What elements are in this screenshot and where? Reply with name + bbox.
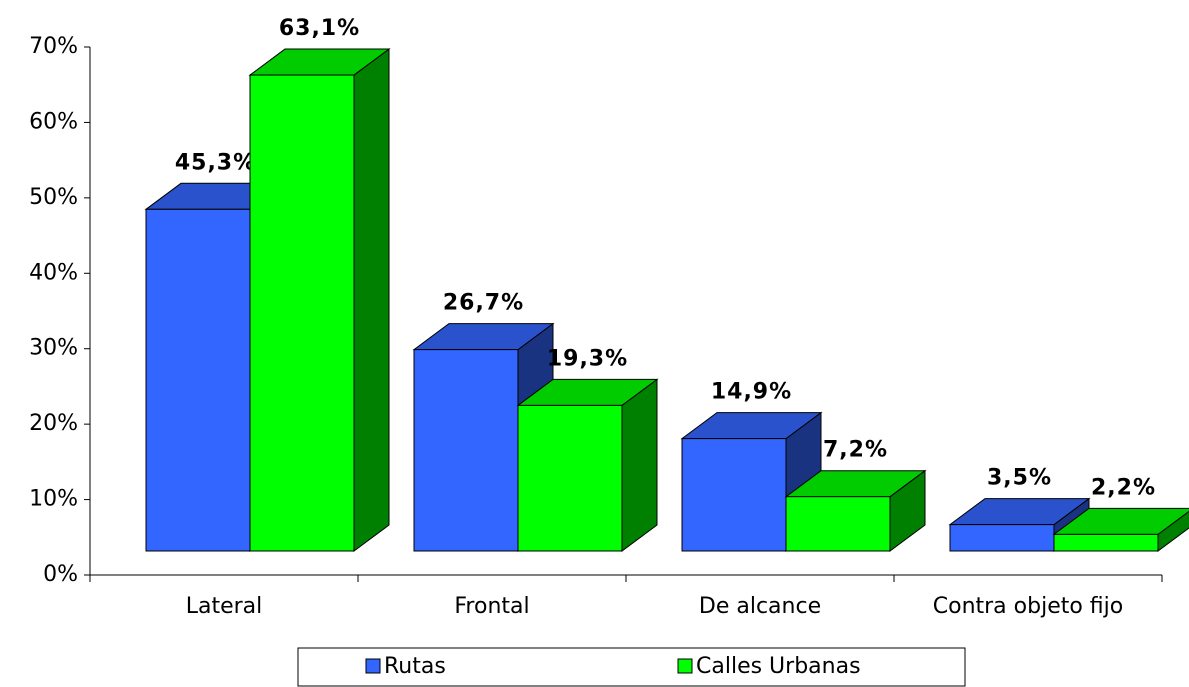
x-tick-label: Frontal [454, 594, 529, 619]
legend-label: Rutas [384, 654, 446, 679]
legend-label: Calles Urbanas [696, 654, 861, 679]
value-label: 2,2% [1091, 475, 1156, 500]
legend-swatch [365, 658, 381, 674]
bar [517, 404, 623, 552]
value-label: 19,3% [547, 346, 628, 371]
value-label: 63,1% [279, 16, 360, 41]
bar [785, 496, 891, 552]
value-label: 14,9% [711, 380, 792, 405]
x-tick-label: Contra objeto fijo [933, 594, 1124, 619]
y-tick-label: 0% [43, 562, 78, 587]
x-tick-label: Lateral [186, 594, 263, 619]
y-tick-label: 10% [29, 487, 78, 512]
y-tick-label: 30% [29, 336, 78, 361]
y-tick-label: 70% [29, 34, 78, 59]
legend-box [297, 647, 966, 687]
x-tick-label: De alcance [699, 594, 821, 619]
value-label: 45,3% [175, 150, 256, 175]
legend-swatch [677, 658, 693, 674]
bar [949, 524, 1055, 552]
bar [145, 208, 251, 552]
y-tick-label: 50% [29, 185, 78, 210]
y-tick-label: 20% [29, 411, 78, 436]
bar [1053, 533, 1159, 552]
value-label: 3,5% [987, 466, 1052, 491]
bar-side [621, 378, 658, 552]
y-tick-label: 60% [29, 109, 78, 134]
value-label: 26,7% [443, 291, 524, 316]
bar-side [353, 48, 390, 552]
bar [249, 74, 355, 552]
value-label: 7,2% [823, 438, 888, 463]
bar [413, 349, 519, 552]
bar [681, 438, 787, 552]
y-tick-label: 40% [29, 260, 78, 285]
